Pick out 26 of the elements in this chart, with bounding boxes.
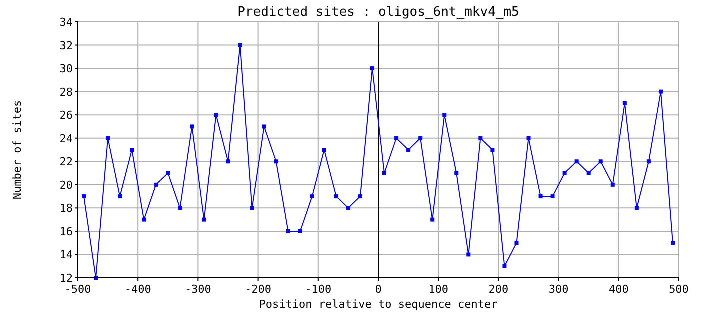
y-tick-label: 28 <box>60 86 73 99</box>
y-tick-label: 24 <box>60 132 74 146</box>
x-tick-label: -100 <box>305 283 332 296</box>
y-tick-label: 18 <box>60 202 73 216</box>
x-tick-label: 300 <box>548 283 569 296</box>
y-tick-label: 34 <box>60 16 74 29</box>
y-tick-label: 16 <box>60 225 73 238</box>
chart-title: Predicted sites : oligos_6nt_mkv4_m5 <box>238 5 520 20</box>
y-tick-label: 26 <box>60 109 73 122</box>
x-tick-label: -500 <box>64 283 92 296</box>
y-axis-title: Number of sites <box>11 100 24 200</box>
x-tick-label: -300 <box>184 283 212 296</box>
x-tick-label: 0 <box>375 283 382 296</box>
y-tick-label: 30 <box>60 62 73 76</box>
x-axis-title: Position relative to sequence center <box>259 298 498 311</box>
x-tick-label: 200 <box>488 283 509 296</box>
y-tick-label: 32 <box>60 39 73 52</box>
x-tick-label: -200 <box>245 283 272 296</box>
y-tick-label: 22 <box>60 156 73 169</box>
y-tick-label: 12 <box>60 272 73 285</box>
x-tick-label: 100 <box>428 283 449 296</box>
y-tick-label: 20 <box>60 178 73 192</box>
y-tick-label: 14 <box>60 248 74 262</box>
x-tick-label: 400 <box>608 283 629 296</box>
x-tick-label: -400 <box>124 283 152 296</box>
x-tick-label: 500 <box>669 283 689 296</box>
